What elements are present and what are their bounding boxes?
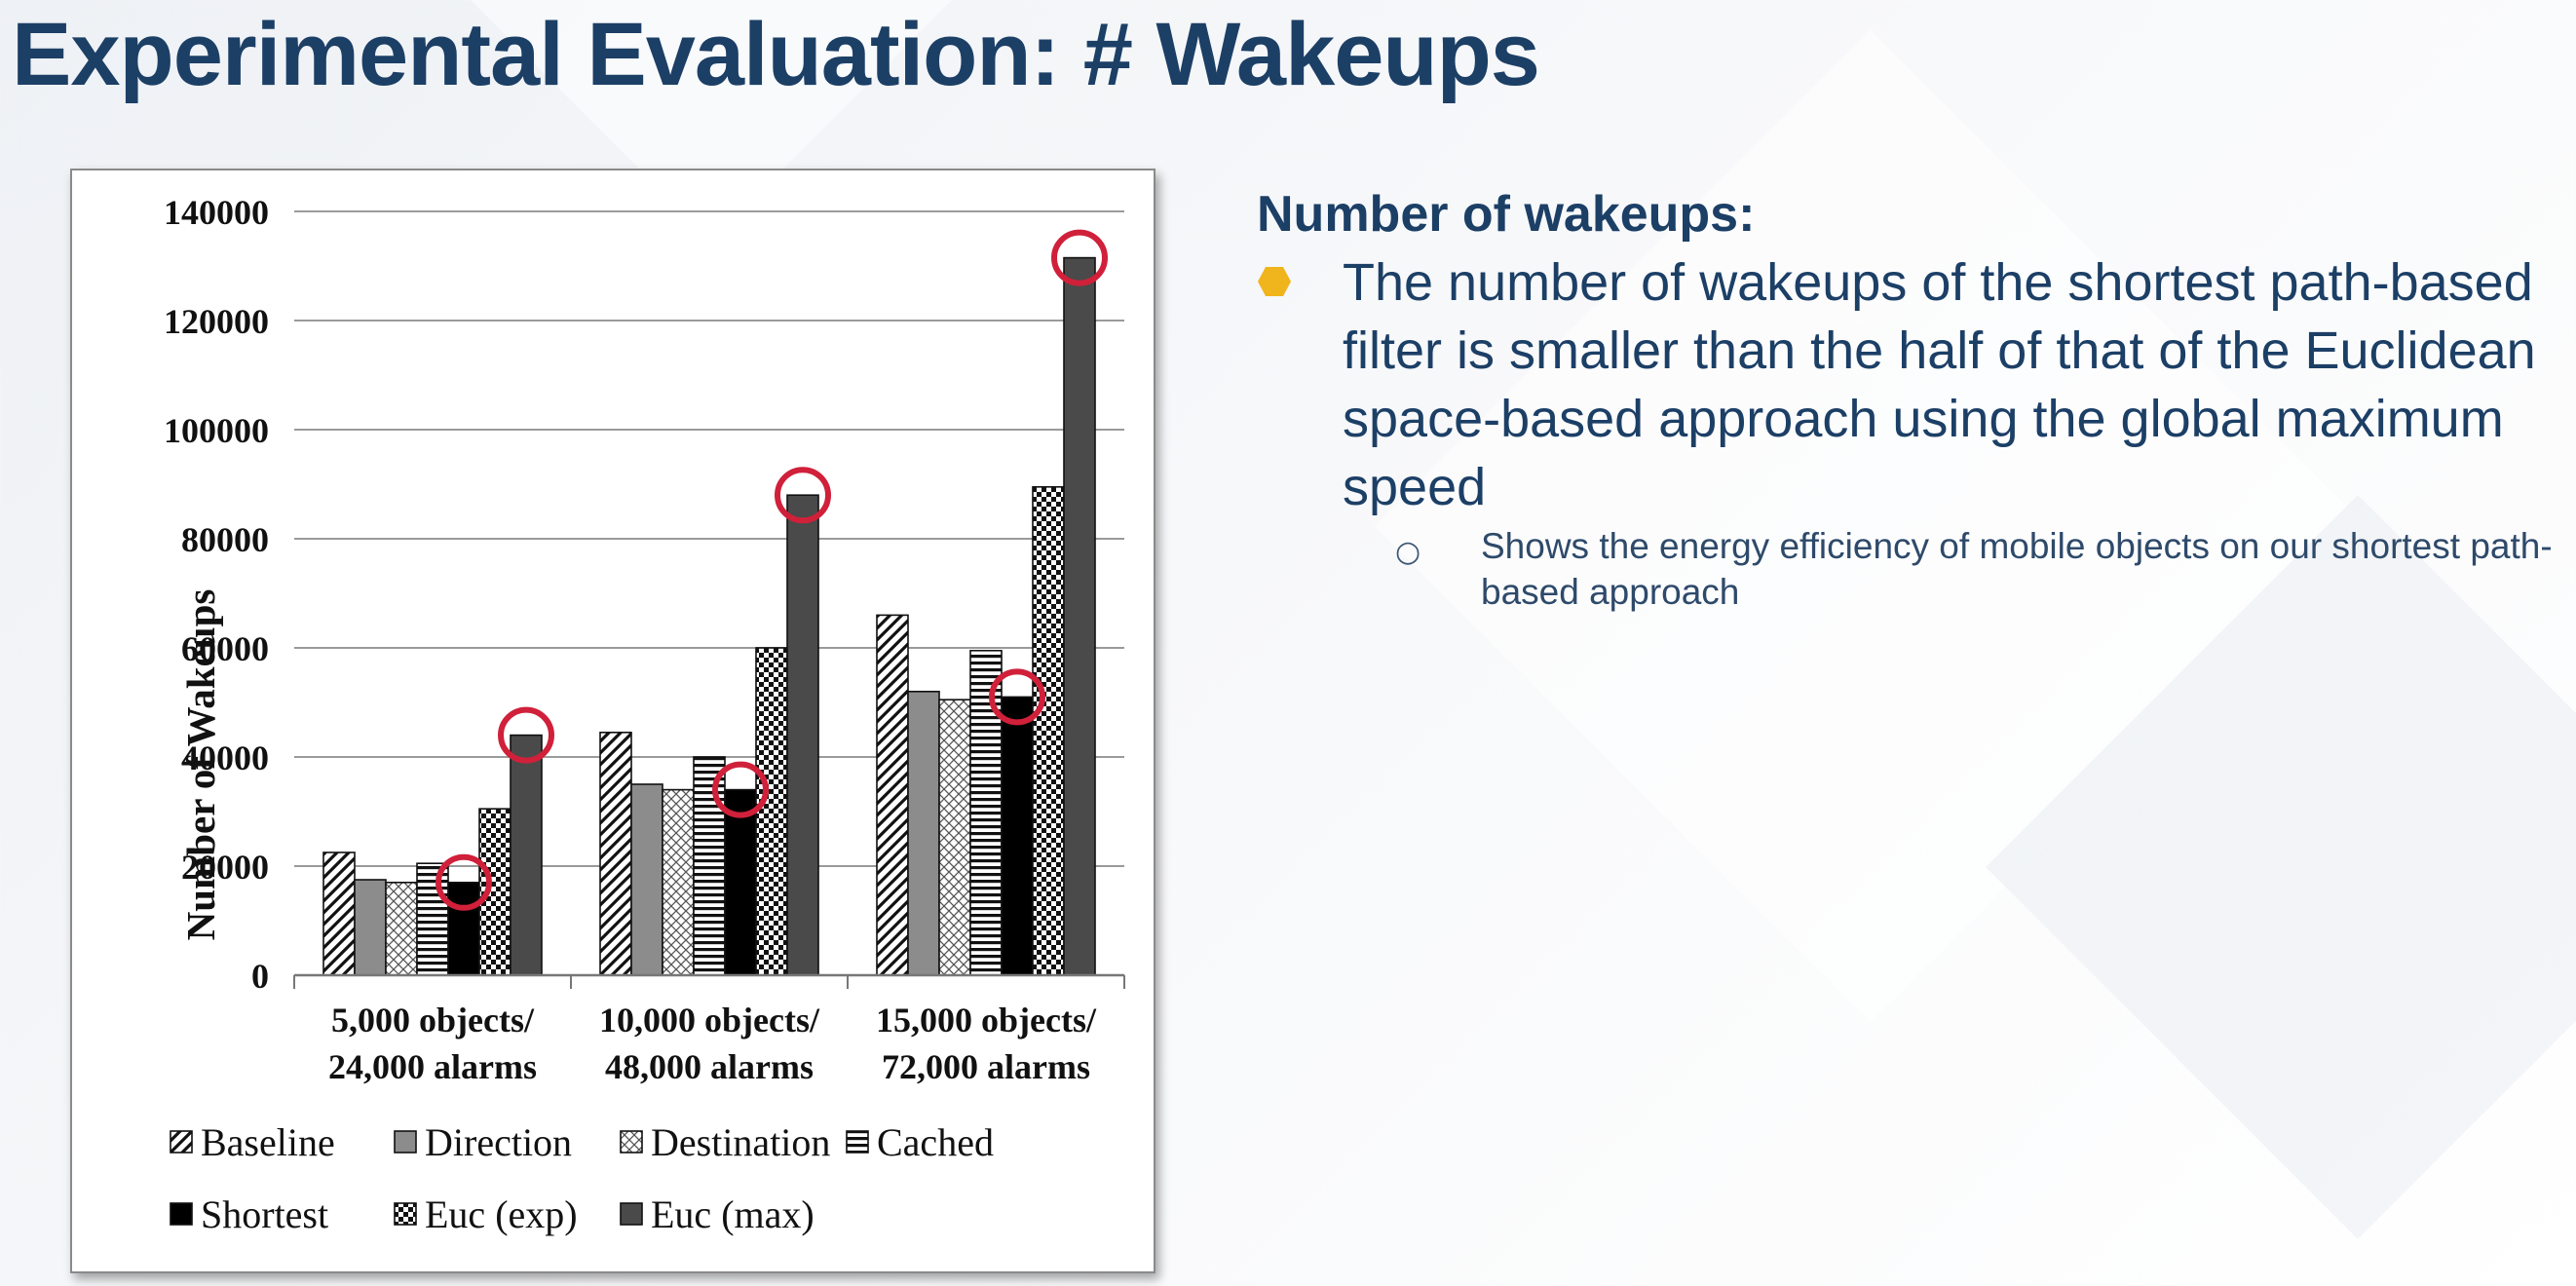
legend-label: Baseline: [201, 1119, 335, 1164]
chart-legend: Baseline Direction Destination Cached Shorte…: [170, 1106, 1124, 1250]
legend-item: Euc (max): [620, 1191, 846, 1237]
x-tick-label: 10,000 objects/48,000 alarms: [599, 1001, 820, 1086]
legend-swatch: [620, 1202, 643, 1226]
y-tick-label: 140000: [164, 193, 269, 232]
highlight-circle: [712, 761, 769, 818]
slide-title: Experimental Evaluation: # Wakeups: [12, 5, 1540, 104]
main-bullet: The number of wakeups of the shortest pa…: [1257, 248, 2562, 521]
legend-label: Direction: [425, 1119, 573, 1164]
sub-bullet: ○ Shows the energy efficiency of mobile …: [1257, 523, 2562, 615]
bar-euc-max: [786, 494, 819, 976]
bar-baseline: [876, 614, 909, 976]
bar-euc-exp: [1032, 485, 1065, 976]
legend-label: Euc (max): [651, 1191, 814, 1236]
bar-euc-exp: [478, 808, 511, 976]
bar-baseline: [599, 731, 632, 976]
legend-swatch: [846, 1130, 869, 1154]
legend-swatch: [620, 1130, 643, 1154]
y-tick-label: 20000: [181, 848, 269, 887]
highlight-circle: [498, 706, 554, 764]
bar-chart: 0 20000 40000 60000 80000 100000 120000 140000 5…: [164, 193, 1125, 1086]
highlight-circle: [436, 853, 492, 911]
bar-destination: [662, 788, 695, 976]
legend-label: Euc (exp): [425, 1191, 578, 1236]
legend-label: Shortest: [201, 1191, 329, 1236]
bar-destination: [385, 881, 418, 976]
legend-item: Cached: [846, 1119, 1080, 1165]
main-bullet-text: The number of wakeups of the shortest pa…: [1343, 253, 2536, 516]
bar-cached: [969, 649, 1003, 976]
bar-cached: [693, 756, 726, 976]
legend-swatch: [394, 1202, 417, 1226]
highlight-circle: [1051, 229, 1108, 286]
bar-shortest: [447, 881, 480, 976]
y-tick-label: 80000: [181, 520, 269, 559]
legend-swatch: [394, 1130, 417, 1154]
bar-chart-panel: 0 20000 40000 60000 80000 100000 120000 140000 5…: [70, 169, 1155, 1273]
y-tick-label: 40000: [181, 738, 269, 777]
x-tick-label: 5,000 objects/24,000 alarms: [328, 1001, 537, 1086]
bar-shortest: [724, 788, 757, 976]
legend-swatch: [170, 1130, 193, 1154]
legend-label: Cached: [877, 1119, 994, 1164]
legend-row: Shortest Euc (exp) Euc (max): [170, 1178, 1124, 1250]
y-tick-label: 100000: [164, 411, 269, 450]
bar-cached: [416, 862, 449, 976]
legend-label: Destination: [651, 1119, 831, 1164]
circle-bullet-icon: ○: [1395, 535, 1421, 569]
legend-row: Baseline Direction Destination Cached: [170, 1106, 1124, 1178]
legend-item: Direction: [394, 1119, 620, 1165]
text-panel: Number of wakeups: The number of wakeups…: [1257, 180, 2562, 615]
bar-direction: [907, 690, 940, 976]
legend-item: Euc (exp): [394, 1191, 620, 1237]
bar-euc-max: [510, 734, 543, 976]
x-tick-label: 15,000 objects/72,000 alarms: [876, 1001, 1097, 1086]
hexagon-bullet-icon: [1258, 267, 1291, 296]
bar-shortest: [1001, 696, 1034, 976]
bar-direction: [630, 783, 663, 976]
legend-item: Destination: [620, 1119, 846, 1165]
bar-direction: [354, 879, 387, 976]
y-tick-label: 120000: [164, 302, 269, 341]
bar-euc-exp: [755, 647, 788, 976]
highlight-circle: [775, 467, 831, 524]
bar-euc-max: [1063, 256, 1096, 976]
y-axis-label: Number of Wakeups: [178, 589, 223, 941]
y-tick-label: 0: [251, 957, 269, 996]
highlight-circle: [989, 668, 1045, 726]
legend-item: Baseline: [170, 1119, 394, 1165]
legend-item: Shortest: [170, 1191, 394, 1237]
bar-baseline: [322, 851, 356, 976]
bar-destination: [938, 699, 971, 976]
section-heading: Number of wakeups:: [1257, 186, 1756, 243]
y-tick-label: 60000: [181, 629, 269, 668]
legend-swatch: [170, 1202, 193, 1226]
sub-bullet-text: Shows the energy efficiency of mobile ob…: [1481, 526, 2553, 612]
